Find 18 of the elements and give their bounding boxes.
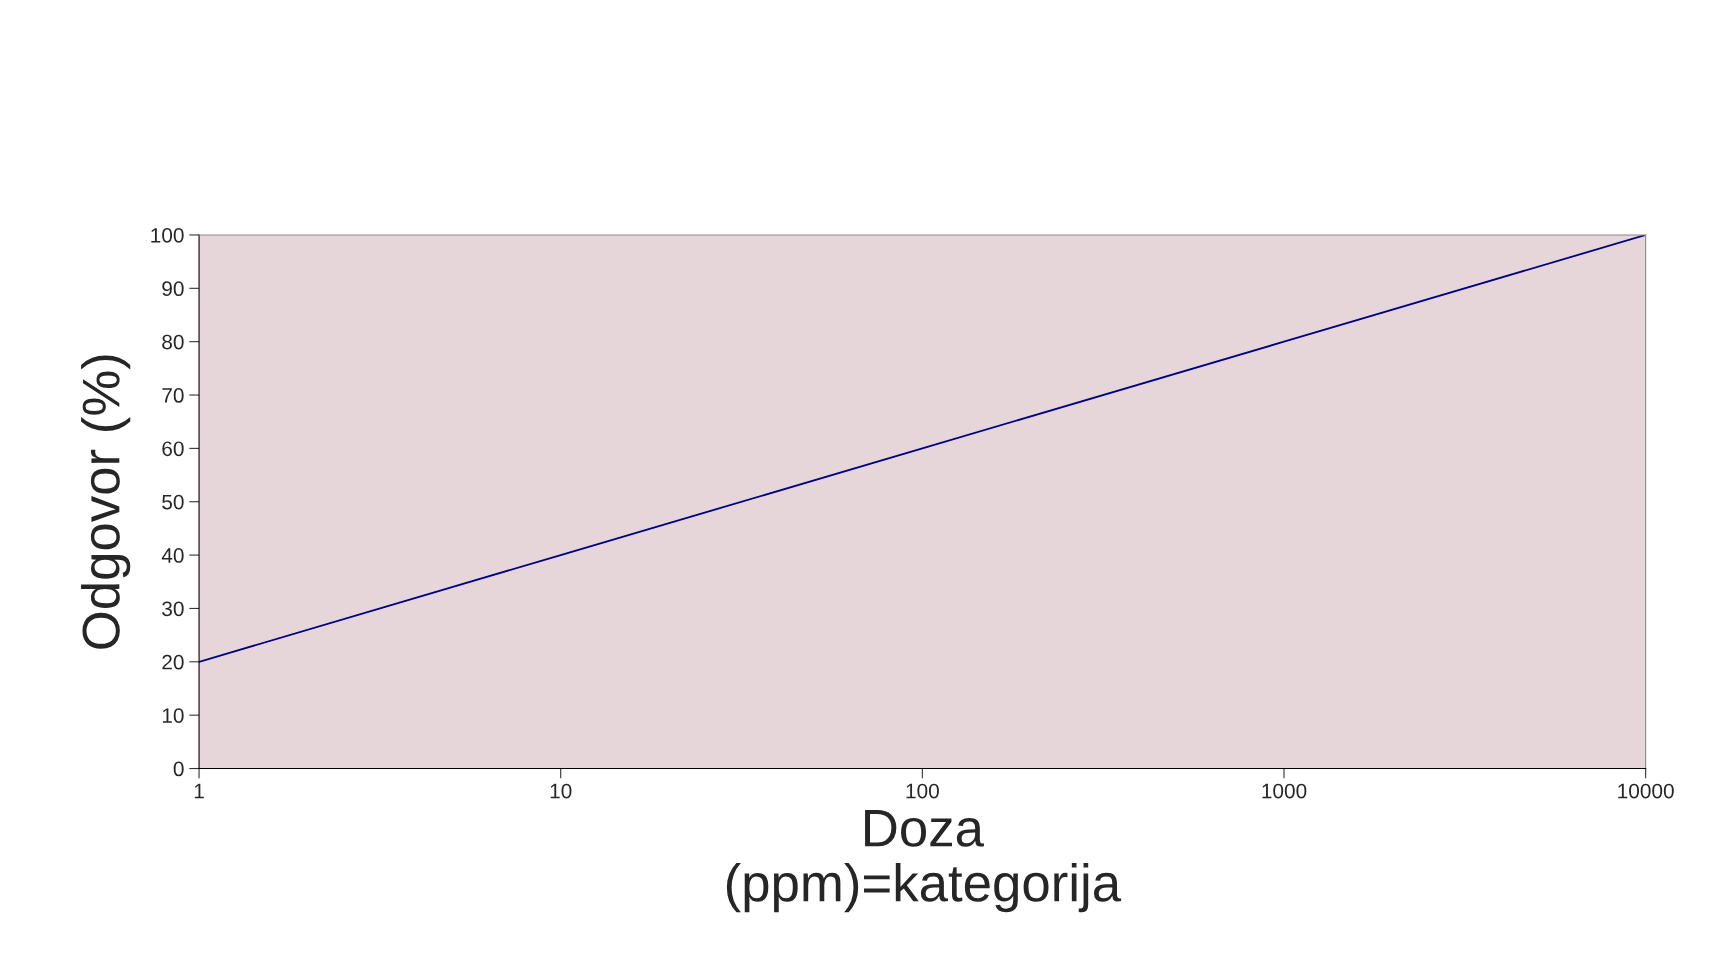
y-tick-label: 20 xyxy=(162,654,184,670)
y-tick-label: 70 xyxy=(162,388,184,403)
y-tick-label: 50 xyxy=(162,494,184,510)
x-tick-label: 10000 xyxy=(1618,783,1674,799)
x-tick-label: 100 xyxy=(906,783,939,799)
x-tick-label: 1000 xyxy=(1262,783,1307,799)
x-tick-label: 10 xyxy=(550,783,572,799)
y-tick-label: 100 xyxy=(151,227,184,243)
y-tick-label: 60 xyxy=(162,441,184,457)
x-tick-label: 1 xyxy=(194,783,204,799)
y-tick-label: 90 xyxy=(162,281,184,297)
y-tick-label: 30 xyxy=(162,601,184,617)
y-tick-label: 80 xyxy=(162,334,184,350)
y-tick-label: 10 xyxy=(162,708,184,723)
y-tick-label: 40 xyxy=(161,548,184,563)
x-axis-title: Doza (ppm)=kategorija xyxy=(726,810,1122,913)
y-tick-label: 0 xyxy=(173,761,184,777)
y-axis-title: Odgovor (%) xyxy=(81,355,131,649)
